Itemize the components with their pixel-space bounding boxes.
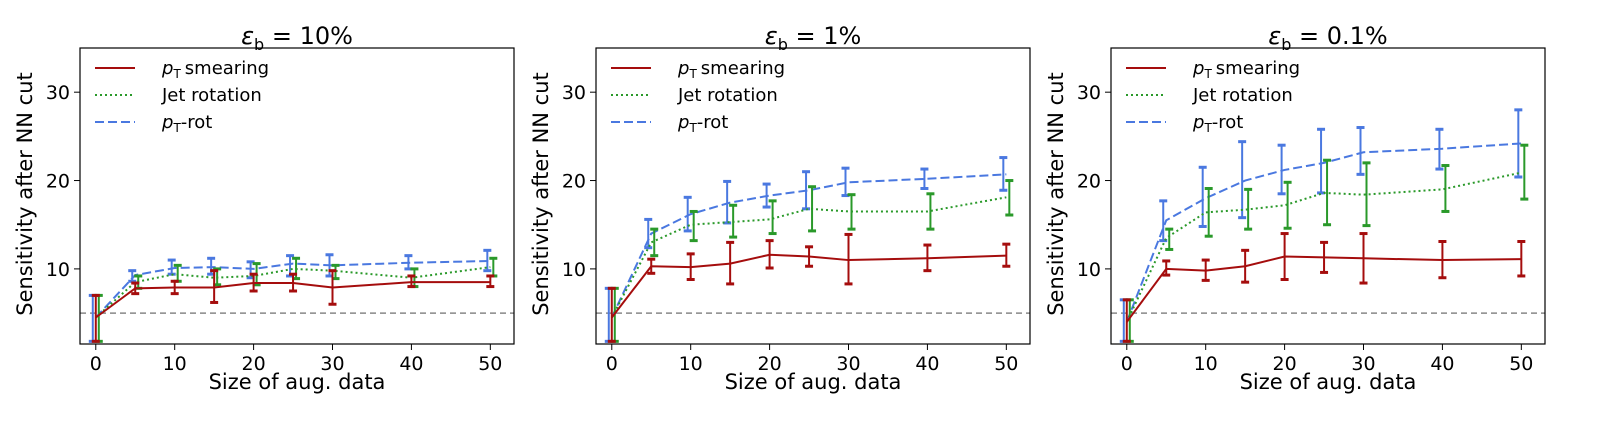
x-tick-label: 10 bbox=[163, 353, 187, 375]
x-tick-label: 30 bbox=[320, 353, 344, 375]
y-tick-label: 10 bbox=[562, 259, 586, 281]
x-tick-label: 20 bbox=[758, 353, 782, 375]
legend-label-ptrot: pT-rot bbox=[677, 112, 728, 135]
x-tick-label: 10 bbox=[679, 353, 703, 375]
series-ptrot bbox=[88, 248, 492, 343]
series-rot bbox=[1125, 143, 1529, 343]
series-smear bbox=[1122, 232, 1526, 343]
x-tick-label: 0 bbox=[606, 353, 618, 375]
axes-frame bbox=[79, 47, 515, 345]
x-tick-label: 30 bbox=[1351, 353, 1375, 375]
y-tick-label: 30 bbox=[1077, 82, 1101, 104]
series-ptrot bbox=[1119, 108, 1523, 343]
x-tick-label: 40 bbox=[399, 353, 423, 375]
legend-label-rot: Jet rotation bbox=[1192, 85, 1293, 106]
y-tick-label: 20 bbox=[1077, 171, 1101, 193]
panel-title: εb = 1% bbox=[765, 22, 862, 54]
legend-label-smear: pT smearing bbox=[677, 58, 785, 81]
panel-title: εb = 0.1% bbox=[1268, 22, 1387, 54]
y-tick-label: 10 bbox=[1077, 259, 1101, 281]
y-tick-label: 30 bbox=[562, 82, 586, 104]
x-tick-label: 50 bbox=[1509, 353, 1533, 375]
series-line-ptrot bbox=[610, 173, 1007, 318]
x-tick-label: 40 bbox=[1430, 353, 1454, 375]
legend-label-ptrot: pT-rot bbox=[161, 112, 212, 135]
y-tick-label: 20 bbox=[562, 171, 586, 193]
x-tick-label: 50 bbox=[478, 353, 502, 375]
series-line-ptrot bbox=[95, 259, 491, 319]
legend: pT smearing Jet rotation pT-rot bbox=[1126, 58, 1300, 135]
x-axis-label: Size of aug. data bbox=[209, 370, 386, 394]
panel-3: εb = 0.1% 0 10 20 30 40 50 10 20 30 pT smearing Jet … bbox=[1044, 22, 1546, 394]
y-tick-label: 30 bbox=[46, 82, 70, 104]
x-tick-label: 40 bbox=[915, 353, 939, 375]
x-tick-label: 0 bbox=[90, 353, 102, 375]
y-axis-label: Sensitivity after NN cut bbox=[1044, 72, 1068, 316]
axes-frame bbox=[595, 47, 1031, 345]
x-axis-label: Size of aug. data bbox=[725, 370, 902, 394]
legend-label-smear: pT smearing bbox=[161, 58, 269, 81]
series-smear bbox=[91, 269, 495, 343]
panel-1: εb = 10% 0 10 20 30 40 50 10 20 30 pT smearing Jet r… bbox=[13, 22, 515, 394]
legend-label-ptrot: pT-rot bbox=[1192, 112, 1243, 135]
y-axis-label: Sensitivity after NN cut bbox=[529, 72, 553, 316]
series-rot bbox=[610, 179, 1014, 343]
legend: pT smearing Jet rotation pT-rot bbox=[95, 58, 269, 135]
legend: pT smearing Jet rotation pT-rot bbox=[611, 58, 785, 135]
series-line-ptrot bbox=[1125, 142, 1522, 323]
legend-label-rot: Jet rotation bbox=[677, 85, 778, 106]
x-tick-label: 20 bbox=[242, 353, 266, 375]
y-tick-label: 10 bbox=[46, 259, 70, 281]
x-axis-label: Size of aug. data bbox=[1240, 370, 1417, 394]
y-axis-label: Sensitivity after NN cut bbox=[13, 72, 37, 316]
series-smear bbox=[607, 232, 1011, 343]
axes-frame bbox=[1110, 47, 1546, 345]
y-tick-label: 20 bbox=[46, 171, 70, 193]
series-line-smear bbox=[1125, 255, 1522, 323]
x-tick-label: 0 bbox=[1121, 353, 1133, 375]
series-line-smear bbox=[610, 253, 1007, 319]
legend-label-rot: Jet rotation bbox=[161, 85, 262, 106]
x-tick-label: 50 bbox=[994, 353, 1018, 375]
series-line-rot bbox=[95, 266, 491, 319]
x-tick-label: 30 bbox=[836, 353, 860, 375]
panel-2: εb = 1% 0 10 20 30 40 50 10 20 30 pT smearing Jet ro… bbox=[529, 22, 1031, 394]
series-line-rot bbox=[610, 196, 1007, 318]
panel-title: εb = 10% bbox=[241, 22, 353, 54]
x-tick-label: 20 bbox=[1273, 353, 1297, 375]
series-line-smear bbox=[95, 281, 491, 319]
x-tick-label: 10 bbox=[1194, 353, 1218, 375]
legend-label-smear: pT smearing bbox=[1192, 58, 1300, 81]
